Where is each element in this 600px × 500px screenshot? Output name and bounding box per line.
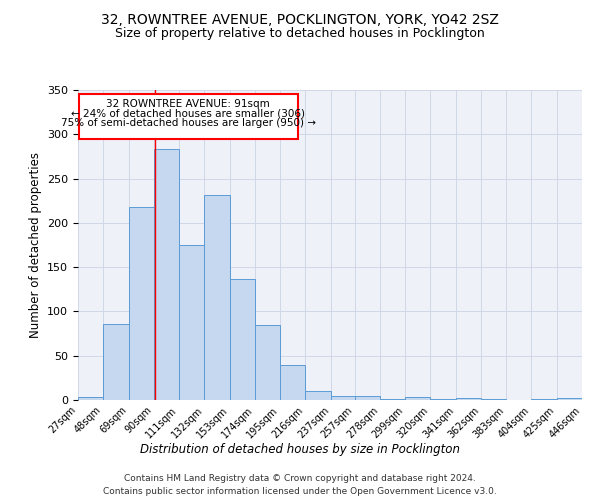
Bar [179, 245, 205, 400]
Bar [305, 391, 331, 400]
Text: Contains HM Land Registry data © Crown copyright and database right 2024.: Contains HM Land Registry data © Crown c… [124, 474, 476, 483]
Text: 32, ROWNTREE AVENUE, POCKLINGTON, YORK, YO42 2SZ: 32, ROWNTREE AVENUE, POCKLINGTON, YORK, … [101, 12, 499, 26]
Y-axis label: Number of detached properties: Number of detached properties [29, 152, 41, 338]
Bar [380, 399, 405, 400]
Text: ← 24% of detached houses are smaller (306): ← 24% of detached houses are smaller (30… [71, 108, 305, 118]
Bar [481, 399, 506, 400]
Text: Contains public sector information licensed under the Open Government Licence v3: Contains public sector information licen… [103, 488, 497, 496]
Bar [205, 194, 230, 400]
FancyBboxPatch shape [79, 94, 298, 138]
Bar [154, 150, 179, 400]
Bar [280, 364, 305, 400]
Bar [455, 398, 481, 400]
Bar [355, 396, 380, 400]
Text: Size of property relative to detached houses in Pocklington: Size of property relative to detached ho… [115, 28, 485, 40]
Text: 32 ROWNTREE AVENUE: 91sqm: 32 ROWNTREE AVENUE: 91sqm [106, 99, 270, 109]
Bar [405, 398, 430, 400]
Bar [128, 207, 154, 400]
Bar [557, 398, 582, 400]
Bar [532, 399, 557, 400]
Bar [103, 324, 128, 400]
Text: 75% of semi-detached houses are larger (950) →: 75% of semi-detached houses are larger (… [61, 118, 316, 128]
Bar [430, 399, 455, 400]
Bar [255, 324, 280, 400]
Bar [331, 396, 355, 400]
Bar [78, 398, 103, 400]
Bar [230, 278, 255, 400]
Text: Distribution of detached houses by size in Pocklington: Distribution of detached houses by size … [140, 442, 460, 456]
